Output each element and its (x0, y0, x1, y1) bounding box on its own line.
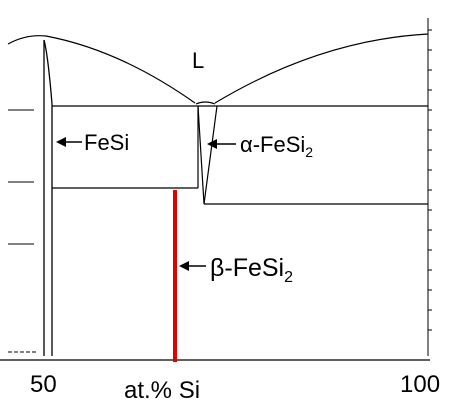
label-beta-group: β-FeSi2 (179, 254, 293, 286)
label-alpha: α-FeSi2 (240, 132, 313, 160)
label-fesi: FeSi (84, 130, 129, 155)
label-beta: β-FeSi2 (210, 254, 293, 286)
label-liquid: L (192, 48, 204, 73)
alpha-phase-boundary (195, 101, 218, 205)
x-tick-50: 50 (30, 371, 57, 398)
left-ticks (8, 109, 36, 353)
label-fesi-group: FeSi (56, 130, 129, 155)
label-alpha-group: α-FeSi2 (207, 132, 313, 160)
liquidus-left-curve (7, 35, 196, 104)
x-axis-label: at.% Si (124, 377, 200, 404)
fesi-phase-lines (43, 39, 53, 356)
label-beta-text: β-FeSi (210, 254, 284, 282)
two-phase-box (52, 105, 428, 205)
beta-arrow-head (179, 261, 189, 271)
label-alpha-subscript: 2 (305, 144, 313, 160)
label-beta-subscript: 2 (284, 269, 293, 286)
label-alpha-text: α-FeSi (240, 132, 305, 157)
liquidus-right-curve (214, 33, 429, 104)
alpha-arrow-head (207, 139, 217, 149)
x-tick-100: 100 (400, 371, 440, 398)
fesi-arrow-head (56, 137, 66, 147)
right-axis (427, 18, 432, 356)
